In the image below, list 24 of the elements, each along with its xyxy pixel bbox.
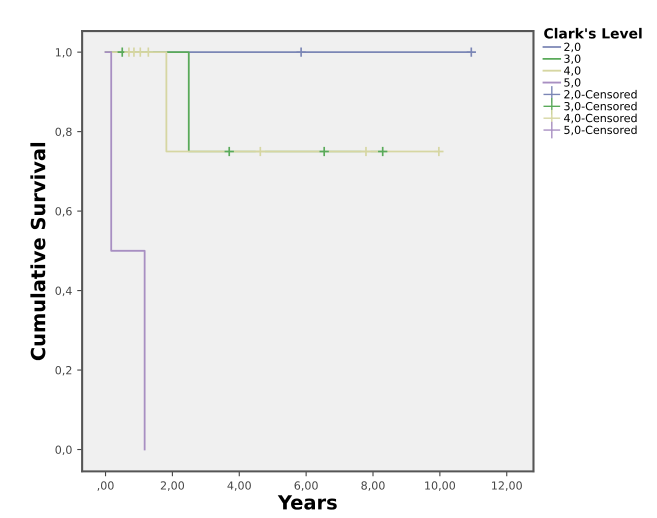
y-tick-label: 0,0 <box>55 446 72 456</box>
y-tick-label: 0,2 <box>55 366 72 376</box>
x-tick-label: 4,00 <box>227 481 251 491</box>
y-tick-label: 0,4 <box>55 286 72 296</box>
x-axis-title: Years <box>278 495 337 510</box>
y-axis-title: Cumulative Survival <box>30 142 46 360</box>
x-tick-label: 12,00 <box>492 481 522 491</box>
legend-label: 2,0-Censored <box>564 90 637 100</box>
legend-label: 5,0 <box>564 78 580 88</box>
y-tick-label: 1,0 <box>56 48 72 58</box>
legend-label: 3,0 <box>564 54 580 64</box>
legend-label: 4,0 <box>564 66 580 76</box>
legend-label: 3,0-Censored <box>564 102 637 112</box>
y-tick-label: 0,8 <box>55 128 72 138</box>
x-tick-label: 6,00 <box>294 481 318 491</box>
legend-label: 4,0-Censored <box>564 114 637 124</box>
legend-label: 5,0-Censored <box>564 125 637 136</box>
x-tick-label: 2,00 <box>160 481 184 491</box>
y-tick-label: 0,6 <box>55 207 72 217</box>
legend-title: Clark's Level <box>544 28 642 39</box>
legend-label: 2,0 <box>564 42 580 52</box>
x-tick-label: 8,00 <box>361 481 385 491</box>
x-tick-label: ,00 <box>98 481 114 491</box>
x-tick-label: 10,00 <box>425 481 456 491</box>
